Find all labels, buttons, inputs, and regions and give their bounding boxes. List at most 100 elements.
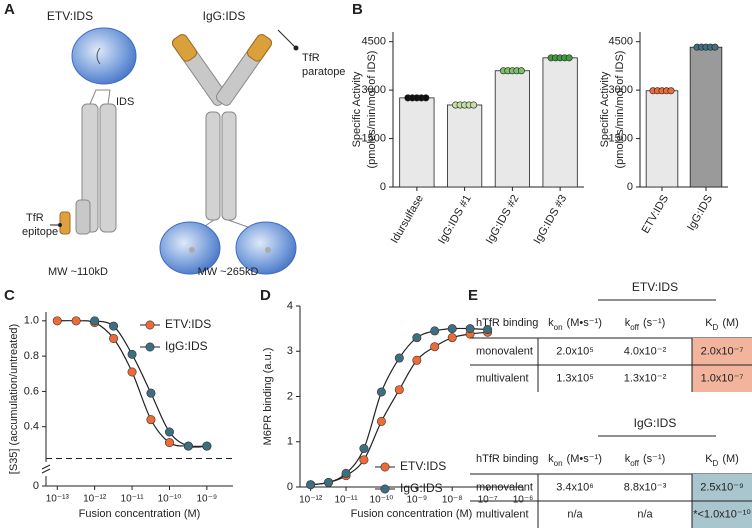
y-tick-label: 1500: [362, 132, 386, 144]
header-symbol: K: [705, 317, 713, 329]
y-tick-label: 0.6: [24, 385, 39, 397]
legend-label: ETV:IDS: [165, 317, 211, 331]
panel-letter: B: [352, 1, 363, 18]
header-symbol: k: [548, 453, 554, 465]
table-cell: multivalent: [476, 372, 529, 384]
diagram-label: IDS: [116, 96, 134, 108]
x-tick-label: 10⁻¹¹: [335, 495, 359, 506]
header-unit: (s⁻¹): [643, 453, 665, 465]
y-tick-label: 4500: [609, 36, 633, 48]
y-tick-label: 2: [287, 390, 293, 402]
data-point: [341, 468, 351, 478]
y-tick-label: 0.8: [24, 350, 39, 362]
x-tick-label: 10⁻¹⁰: [370, 495, 394, 506]
table-title: IgG:IDS: [634, 416, 677, 430]
column-header: KD (M): [705, 453, 739, 468]
panel-letter: E: [468, 287, 478, 304]
x-tick-label: 10⁻⁶: [513, 495, 534, 506]
legend-marker: [380, 484, 390, 494]
column-header: koff (s⁻¹): [625, 317, 666, 332]
table-cell: *<1.0x10⁻¹⁰: [693, 508, 751, 520]
diagram-label: TfR: [26, 212, 44, 224]
x-tick-label: 10⁻⁹: [197, 494, 218, 505]
legend-label: IgG:IDS: [400, 481, 443, 495]
y-tick-label: 0.4: [24, 421, 39, 433]
table-cell: n/a: [567, 508, 583, 520]
header-unit: (M): [722, 317, 739, 329]
data-point: [711, 43, 719, 51]
data-point: [202, 441, 212, 451]
header-symbol: k: [548, 317, 554, 329]
data-point: [422, 94, 430, 102]
y-tick-label: 1500: [609, 132, 633, 144]
header-symbol: k: [625, 317, 631, 329]
highlight-cell: [692, 365, 752, 392]
table-cell: 1.3x10⁵: [556, 372, 594, 384]
y-axis-label: (pmoles/min/mol of IDS): [366, 51, 378, 169]
y-tick-label: 3000: [609, 84, 633, 96]
data-point: [164, 427, 174, 437]
data-point: [412, 333, 422, 343]
diagram-label: epitope: [22, 226, 58, 238]
bar: [645, 90, 679, 188]
data-point: [394, 385, 404, 395]
data-point: [430, 326, 440, 336]
data-point: [470, 101, 478, 109]
legend-marker: [145, 320, 155, 330]
legend-marker: [145, 342, 155, 352]
x-tick-label: IgG:IDS: [685, 193, 715, 233]
y-axis-label: (pmoles/min/mol of IDS): [614, 51, 626, 169]
data-point: [127, 349, 137, 359]
diagram-label: MW ~265kD: [198, 266, 259, 278]
header-unit: (M•s⁻¹): [567, 453, 602, 465]
data-point: [394, 353, 404, 363]
data-point: [376, 416, 386, 426]
data-point: [359, 455, 369, 465]
x-tick-label: 10⁻¹²: [83, 494, 107, 505]
bar: [399, 97, 435, 188]
diagram-title: ETV:IDS: [47, 9, 93, 23]
data-point: [430, 342, 440, 352]
legend-marker: [380, 462, 390, 472]
data-point: [412, 355, 422, 365]
data-point: [517, 67, 525, 75]
y-tick-label: 1.0: [24, 315, 39, 327]
y-axis-label: Specific Activity: [351, 71, 363, 147]
x-tick-label: Idursulfase: [389, 193, 426, 246]
bar: [494, 70, 530, 188]
column-header: KD (M): [705, 317, 739, 332]
table-cell: 2.5x10⁻⁹: [700, 481, 744, 493]
panel-letter: C: [4, 287, 15, 304]
header-subscript: off: [630, 323, 640, 332]
highlight-cell: [692, 338, 752, 365]
data-point: [306, 480, 316, 490]
axis-break: [41, 464, 51, 470]
header-symbol: k: [625, 453, 631, 465]
column-header: kon (M•s⁻¹): [548, 317, 602, 332]
data-point: [183, 441, 193, 451]
highlight-cell: [692, 501, 752, 528]
data-point: [483, 325, 493, 335]
panel-letter: D: [260, 287, 271, 304]
x-tick-label: 10⁻⁷: [478, 495, 498, 506]
data-point: [324, 477, 334, 487]
y-tick-label: 1: [287, 436, 293, 448]
y-tick-label: 0: [33, 480, 39, 492]
highlight-cell: [692, 474, 752, 501]
column-header: koff (s⁻¹): [625, 453, 666, 468]
y-axis-label: Specific Activity: [599, 71, 611, 147]
x-tick-label: IgG:IDS #1: [436, 193, 474, 246]
table-cell: 2.0x10⁵: [556, 345, 594, 357]
diagram-title: IgG:IDS: [203, 9, 246, 23]
data-point: [146, 415, 156, 425]
column-header: hTfR binding: [476, 317, 538, 329]
table-cell: 2.0x10⁻⁷: [701, 345, 744, 357]
data-point: [164, 438, 174, 448]
table-cell: 8.8x10⁻³: [624, 481, 667, 493]
table-cell: 1.0x10⁻⁷: [701, 372, 744, 384]
x-tick-label: 10⁻¹¹: [121, 494, 145, 505]
table-cell: n/a: [637, 508, 653, 520]
data-point: [52, 316, 62, 326]
